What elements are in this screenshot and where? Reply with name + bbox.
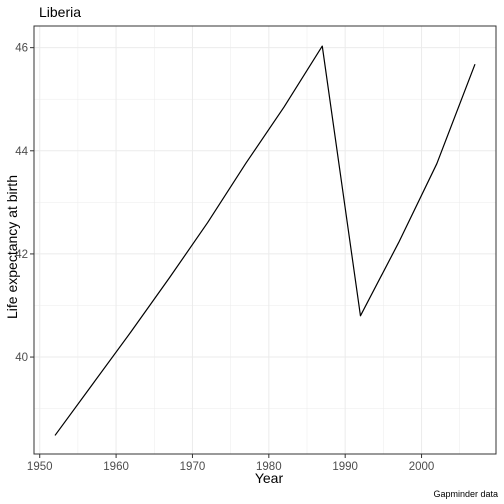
x-tick-label: 1960 (103, 461, 129, 473)
y-tick-label: 40 (15, 352, 28, 364)
chart-caption: Gapminder data (433, 489, 498, 499)
y-axis-title: Life expectancy at birth (4, 175, 20, 319)
series-layer (54, 45, 476, 436)
major-grid (34, 26, 496, 454)
x-tick-label: 2000 (409, 461, 435, 473)
y-axis-ticks: 40 42 44 46 (15, 43, 34, 364)
chart-title: Liberia (39, 4, 81, 20)
panel-border (33, 25, 497, 455)
y-tick-label: 44 (15, 146, 28, 158)
x-axis-title: Year (255, 470, 284, 486)
series-line (54, 45, 476, 436)
y-tick-label: 46 (15, 43, 28, 55)
x-tick-label: 1950 (27, 461, 53, 473)
x-tick-label: 1970 (180, 461, 206, 473)
x-tick-label: 1990 (332, 461, 358, 473)
y-tick-label: 42 (15, 249, 28, 261)
x-axis-ticks: 1950 1960 1970 1980 1990 2000 (27, 454, 434, 473)
x-tick-label: 1980 (256, 461, 282, 473)
minor-grid (34, 26, 496, 454)
